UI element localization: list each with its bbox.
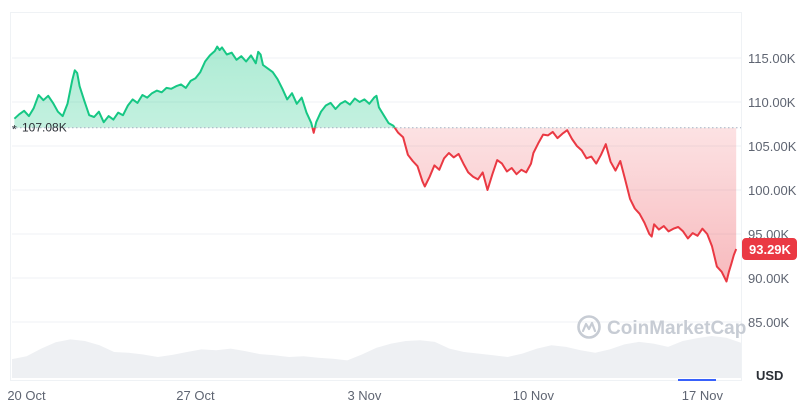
price-line-down[interactable] <box>14 47 738 283</box>
watermark-text: CoinMarketCap <box>607 318 746 339</box>
area-fill-down <box>14 127 737 282</box>
baseline-label: 107.08K <box>22 121 67 135</box>
y-tick-label: 85.00K <box>748 315 790 330</box>
x-tick-label: 10 Nov <box>513 388 555 403</box>
baseline-marker-icon: * <box>12 123 17 137</box>
y-tick-label: 100.00K <box>748 183 797 198</box>
area-fill-up <box>14 46 395 128</box>
volume-shape <box>12 336 741 378</box>
y-axis-ticks: 85.00K90.00K95.00K100.00K105.00K110.00K1… <box>748 51 797 330</box>
x-tick-label: 17 Nov <box>682 388 724 403</box>
y-tick-label: 105.00K <box>748 139 797 154</box>
y-tick-label: 110.00K <box>748 95 796 110</box>
current-price-label: 93.29K <box>749 242 792 257</box>
current-price-badge-bg <box>742 238 797 261</box>
currency-unit-label: USD <box>756 368 783 383</box>
current-price-badge: 93.29K <box>742 238 797 261</box>
coinmarketcap-watermark: CoinMarketCap <box>577 315 746 339</box>
coinmarketcap-logo-icon <box>577 315 601 339</box>
price-line-up[interactable] <box>13 45 736 282</box>
x-tick-label: 20 Oct <box>7 388 46 403</box>
x-tick-label: 27 Oct <box>176 388 215 403</box>
y-tick-label: 90.00K <box>748 271 790 286</box>
plot-frame <box>10 12 742 381</box>
volume-area <box>12 336 741 378</box>
price-line[interactable] <box>13 45 738 283</box>
area-fill <box>14 46 737 282</box>
x-tick-label: 3 Nov <box>347 388 381 403</box>
y-tick-label: 115.00K <box>748 51 796 66</box>
x-axis-ticks: 20 Oct 27 Oct 3 Nov 10 Nov 17 Nov <box>7 388 723 403</box>
